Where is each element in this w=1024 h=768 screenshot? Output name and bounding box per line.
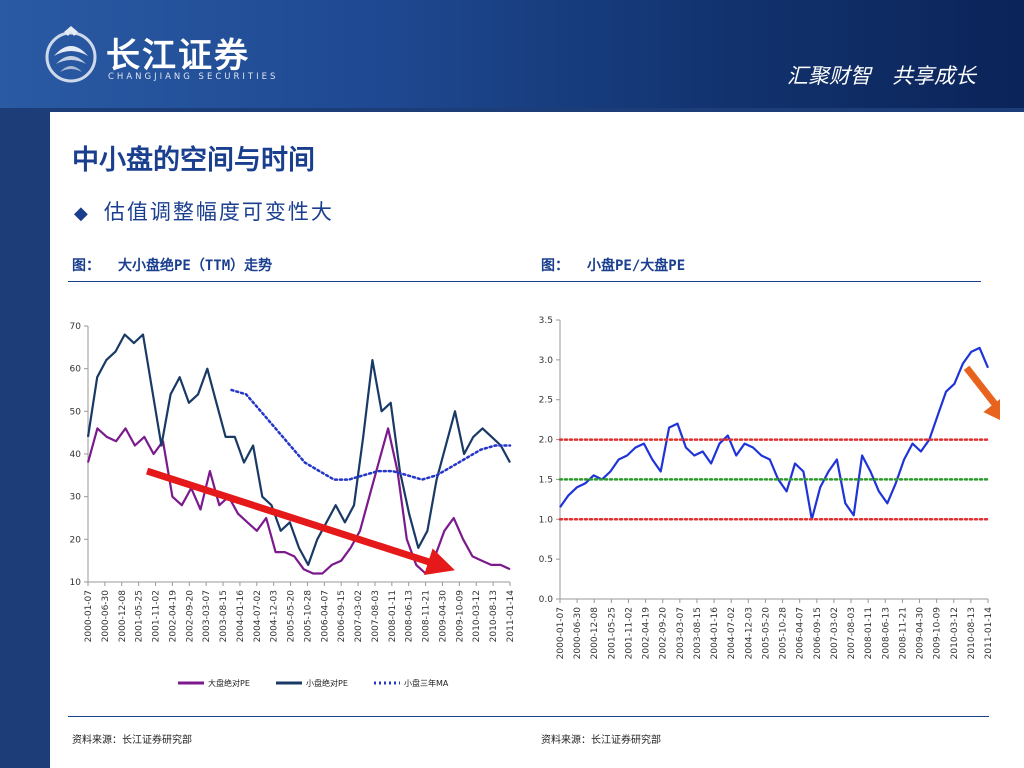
left-chart-x-tick-label: 2004-01-16 (236, 590, 246, 643)
right-chart-x-tick-label: 2004-01-16 (710, 607, 720, 660)
left-chart-x-tick-label: 2002-09-20 (185, 590, 195, 643)
diamond-bullet-icon: ◆ (74, 203, 90, 224)
logo-emblem-icon (45, 26, 97, 83)
bullet-text: 估值调整幅度可变性大 (103, 200, 334, 224)
right-figure-label: 图： (541, 258, 569, 274)
left-chart-x-tick-label: 2002-04-19 (168, 590, 178, 643)
right-chart-y-tick-label: 1.0 (539, 515, 554, 525)
left-chart-x-tick-label: 2004-12-03 (270, 590, 280, 642)
right-chart-x-tick-label: 2005-05-20 (761, 607, 771, 660)
right-chart-x-tick-label: 2002-04-19 (642, 607, 652, 660)
left-chart-x-tick-label: 2010-08-13 (489, 590, 499, 642)
left-chart-x-tick-label: 2003-03-07 (202, 590, 212, 642)
left-source-note: 资料来源：长江证券研究部 (72, 735, 192, 746)
right-chart-x-tick-label: 2008-01-11 (864, 607, 874, 659)
left-chart-x-tick-label: 2007-08-03 (371, 590, 381, 642)
left-chart-legend-label: 小盘三年MA (404, 678, 449, 688)
left-chart-x-tick-label: 2009-10-09 (455, 590, 465, 643)
left-figure-title: 大小盘绝PE（TTM）走势 (118, 258, 273, 274)
left-chart-x-tick-label: 2000-06-30 (101, 590, 111, 643)
right-chart-x-tick-label: 2001-11-02 (624, 607, 634, 659)
right-chart-y-tick-label: 1.5 (539, 475, 553, 485)
right-figure-caption: 图： 小盘PE/大盘PE (541, 255, 685, 275)
right-chart-x-tick-label: 2009-04-30 (916, 607, 926, 660)
left-figure-caption: 图： 大小盘绝PE（TTM）走势 (72, 255, 272, 275)
left-chart-y-tick-label: 30 (70, 493, 82, 503)
left-chart-series-line-0 (86, 427, 511, 575)
left-chart-x-tick-label: 2008-06-13 (405, 590, 415, 642)
left-chart-y-tick-label: 50 (70, 407, 82, 417)
left-chart-x-tick-label: 2010-03-12 (472, 590, 482, 642)
left-chart-legend-label: 小盘绝对PE (306, 678, 348, 688)
left-chart-trend-arrow (146, 467, 455, 576)
right-source-note: 资料来源：长江证券研究部 (541, 735, 661, 746)
right-chart-x-tick-label: 2007-08-03 (847, 607, 857, 659)
left-chart-x-tick-label: 2005-10-28 (303, 590, 313, 643)
left-chart-x-tick-label: 2000-12-08 (118, 590, 128, 643)
left-chart-x-tick-label: 2004-07-02 (253, 590, 263, 642)
left-chart-x-tick-label: 2009-04-30 (438, 590, 448, 643)
logo-chinese-name: 长江证券 (106, 36, 250, 76)
caption-divider (68, 281, 981, 282)
right-chart-x-tick-label: 2004-07-02 (727, 607, 737, 659)
right-chart-y-tick-label: 3.0 (539, 356, 554, 366)
footer-divider (68, 716, 989, 717)
left-chart-series-line-1 (86, 333, 511, 566)
left-chart-y-tick-label: 20 (70, 535, 82, 545)
bullet-point: ◆ 估值调整幅度可变性大 (74, 196, 334, 226)
left-chart-x-tick-label: 2001-11-02 (152, 590, 162, 642)
left-chart-y-tick-label: 70 (70, 322, 82, 332)
right-chart-trend-arrow (963, 365, 1000, 426)
logo-english-name: CHANGJIANG SECURITIES (108, 72, 279, 82)
right-chart-x-tick-label: 2009-10-09 (933, 607, 943, 660)
right-chart-series-line-0 (559, 346, 990, 521)
right-chart-x-tick-label: 2002-09-20 (659, 607, 669, 660)
right-chart-x-tick-label: 2004-12-03 (744, 607, 754, 659)
right-chart-x-tick-label: 2006-09-15 (813, 607, 823, 659)
left-chart-x-tick-label: 2011-01-14 (506, 590, 516, 643)
left-chart-x-tick-label: 2001-05-25 (135, 590, 145, 642)
left-chart-x-tick-label: 2008-01-11 (388, 590, 398, 642)
right-chart-y-tick-label: 0.5 (539, 555, 553, 565)
right-figure-title: 小盘PE/大盘PE (587, 258, 686, 274)
right-chart-y-tick-label: 2.0 (539, 436, 554, 446)
left-chart-y-tick-label: 60 (70, 365, 82, 375)
header-banner: 长江证券 CHANGJIANG SECURITIES 汇聚财智 共享成长 (0, 0, 1024, 108)
slogan: 汇聚财智 共享成长 (787, 64, 976, 88)
right-chart-x-tick-label: 2011-01-14 (984, 607, 994, 660)
right-chart-x-tick-label: 2008-06-13 (881, 607, 891, 659)
slide-title: 中小盘的空间与时间 (72, 145, 315, 176)
right-chart-x-tick-label: 2001-05-25 (607, 607, 617, 659)
right-chart-x-tick-label: 2000-01-07 (556, 607, 566, 659)
left-chart-x-tick-label: 2003-08-15 (219, 590, 229, 642)
left-chart-x-tick-label: 2006-04-07 (320, 590, 330, 642)
right-chart-x-tick-label: 2010-08-13 (967, 607, 977, 659)
right-chart-x-tick-label: 2000-12-08 (590, 607, 600, 660)
left-chart-y-tick-label: 10 (70, 578, 82, 588)
right-chart-x-tick-label: 2006-04-07 (796, 607, 806, 659)
right-chart-x-tick-label: 2010-03-12 (950, 607, 960, 659)
left-chart-x-tick-label: 2007-03-02 (354, 590, 364, 642)
left-chart-x-tick-label: 2006-09-15 (337, 590, 347, 642)
right-chart-x-tick-label: 2007-03-02 (830, 607, 840, 659)
left-chart-series-line-2 (230, 388, 512, 481)
right-chart-x-tick-label: 2005-10-28 (779, 607, 789, 660)
left-chart-x-tick-label: 2008-11-21 (422, 590, 432, 642)
left-figure-label: 图： (72, 258, 100, 274)
right-chart-x-tick-label: 2003-03-07 (676, 607, 686, 659)
left-chart-x-tick-label: 2005-05-20 (287, 590, 297, 643)
right-chart-y-tick-label: 0.0 (539, 595, 554, 605)
left-chart-legend-label: 大盘绝对PE (208, 678, 250, 688)
right-chart-x-tick-label: 2008-11-21 (898, 607, 908, 659)
left-chart-x-tick-label: 2000-01-07 (84, 590, 94, 642)
left-chart-y-tick-label: 40 (70, 450, 82, 460)
right-chart-y-tick-label: 3.5 (539, 316, 553, 326)
right-chart-y-tick-label: 2.5 (539, 396, 553, 406)
company-logo: 长江证券 CHANGJIANG SECURITIES (44, 24, 284, 90)
right-chart-x-tick-label: 2003-08-15 (693, 607, 703, 659)
right-chart-x-tick-label: 2000-06-30 (573, 607, 583, 660)
